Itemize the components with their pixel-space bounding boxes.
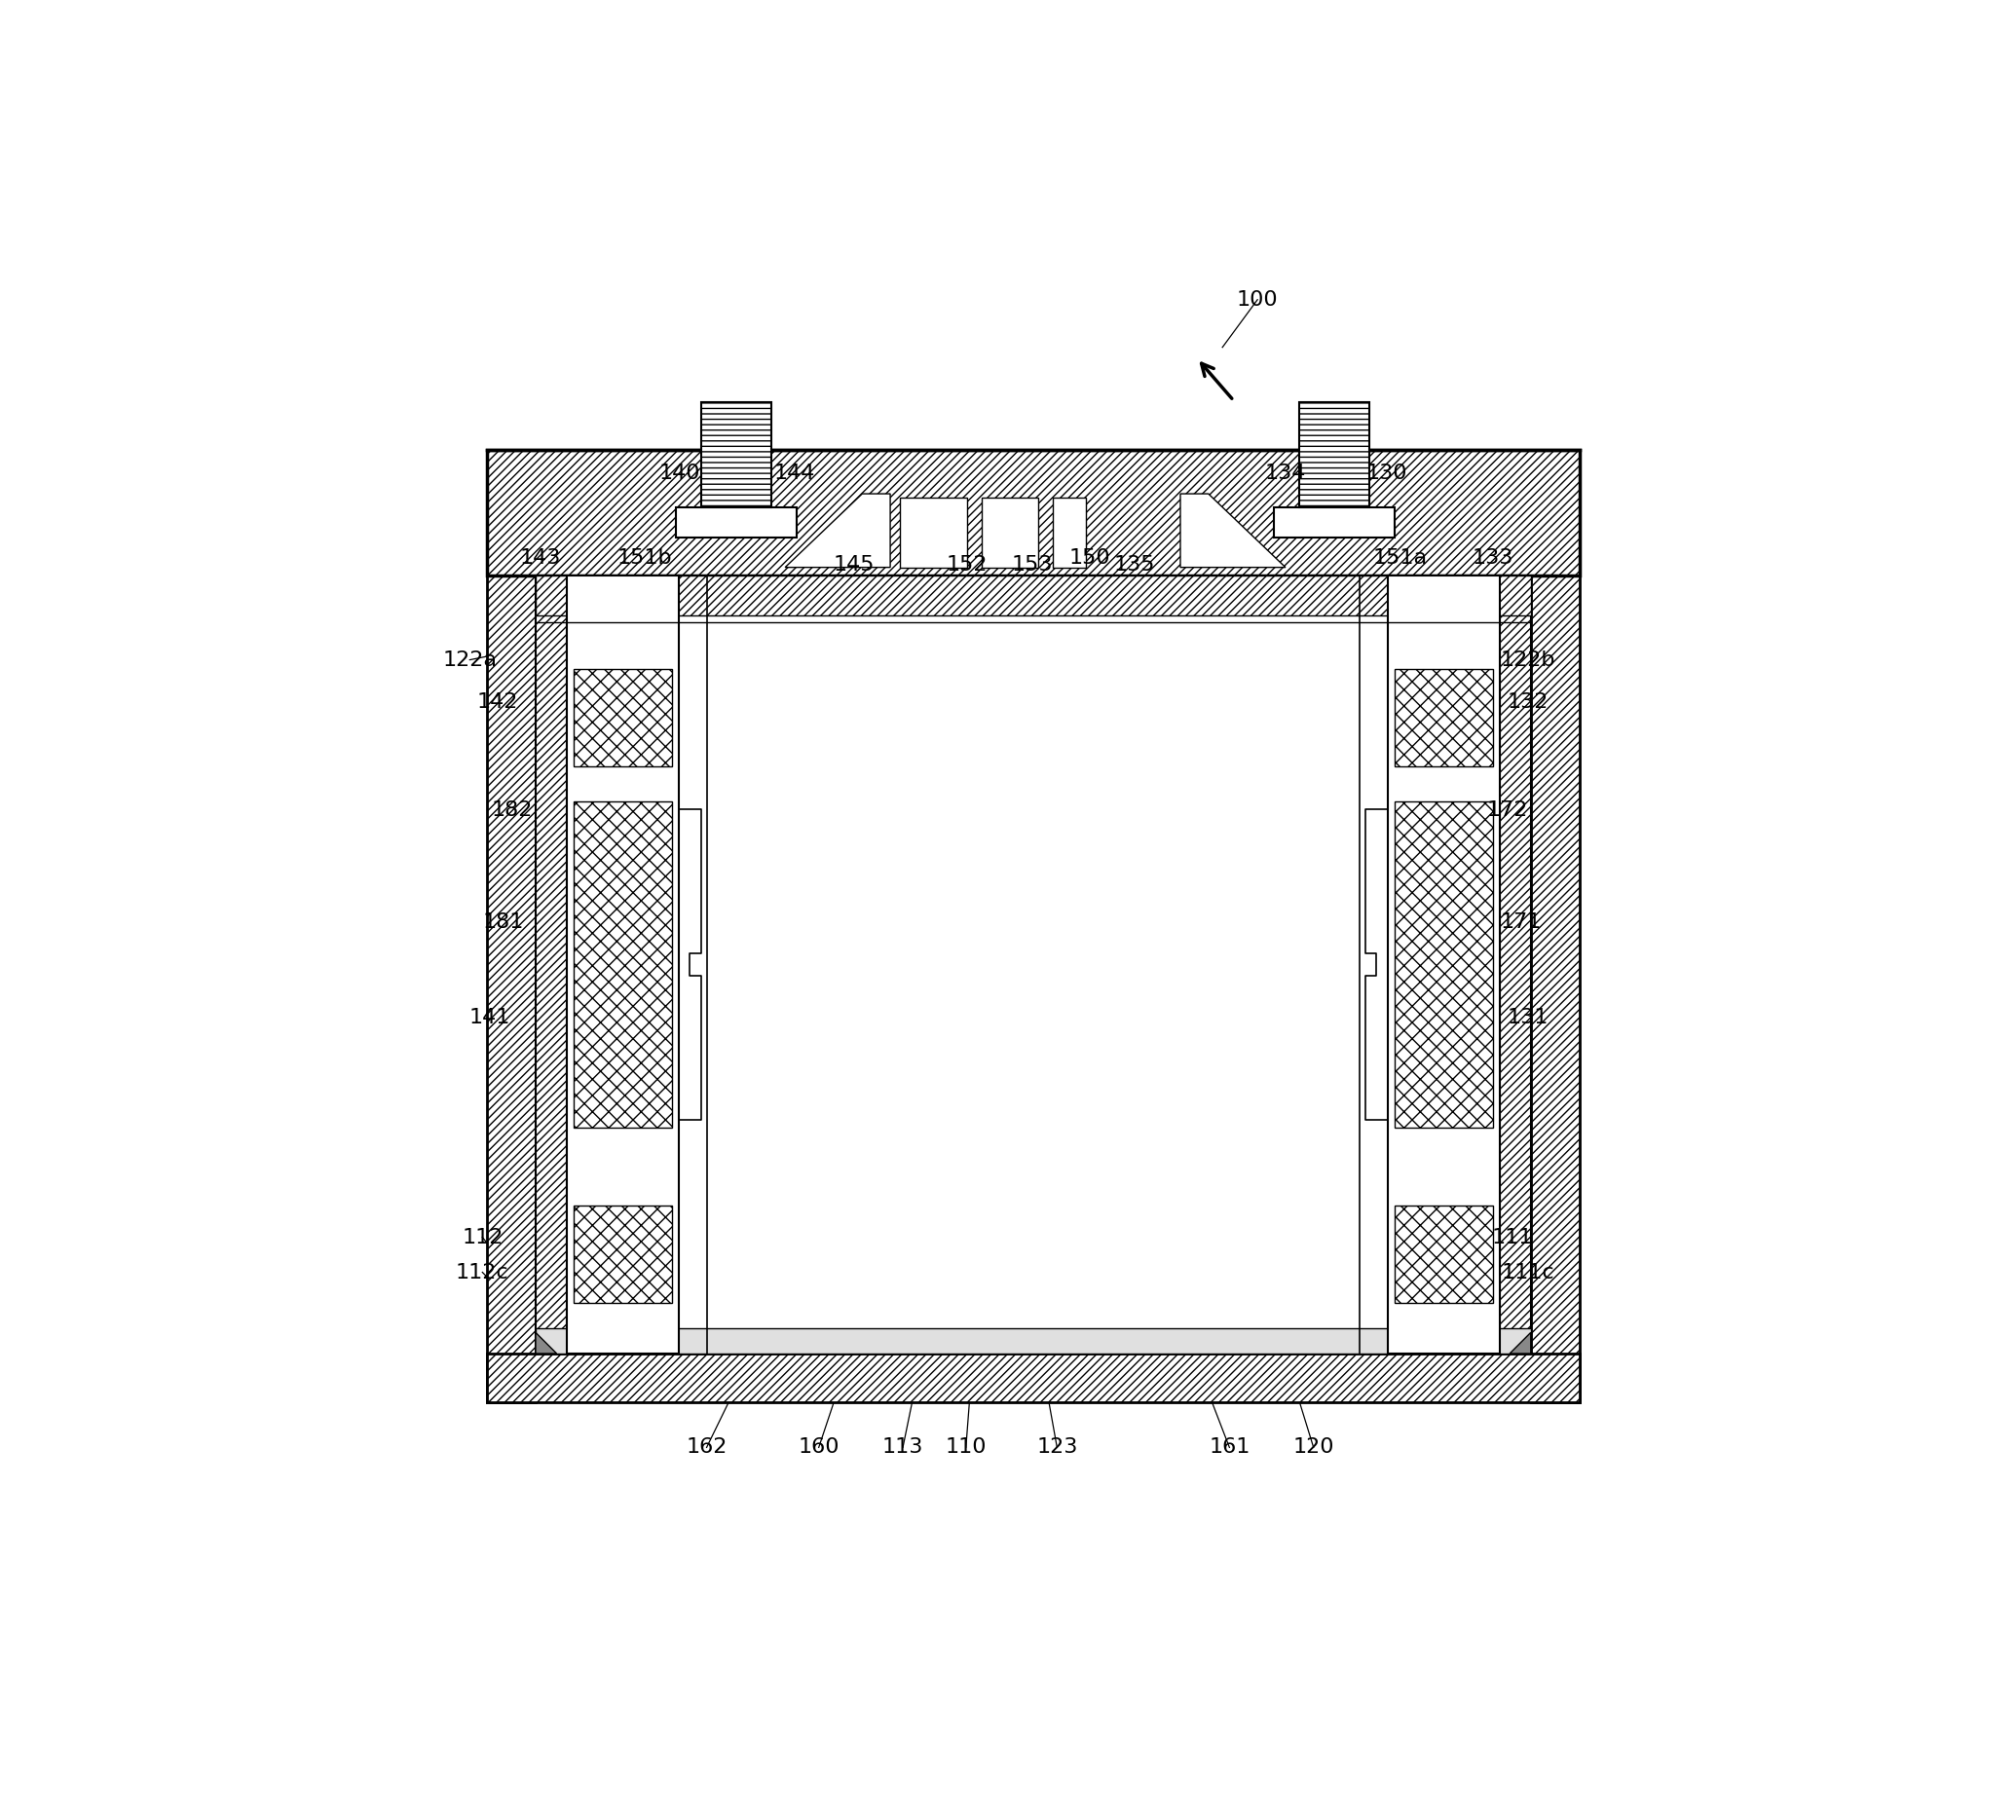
- Text: 181: 181: [482, 912, 524, 932]
- Text: 144: 144: [774, 464, 816, 482]
- Bar: [573, 801, 671, 1128]
- Text: 134: 134: [1264, 464, 1306, 482]
- Polygon shape: [1510, 1332, 1530, 1354]
- Bar: [1395, 1207, 1494, 1303]
- Bar: [566, 575, 679, 1354]
- Text: 110: 110: [946, 1438, 986, 1458]
- Bar: [1530, 526, 1581, 1403]
- Text: 152: 152: [948, 555, 988, 575]
- Text: 142: 142: [478, 692, 518, 712]
- Bar: [573, 670, 671, 766]
- Polygon shape: [1179, 493, 1286, 568]
- Text: 151b: 151b: [617, 548, 673, 568]
- Bar: [982, 499, 1038, 568]
- Text: 131: 131: [1508, 1008, 1548, 1026]
- Bar: [1500, 575, 1530, 1354]
- Text: 162: 162: [685, 1438, 728, 1458]
- Bar: [573, 1207, 671, 1303]
- Bar: [675, 508, 796, 539]
- Text: 161: 161: [1210, 1438, 1250, 1458]
- Text: 182: 182: [492, 801, 532, 819]
- Text: 132: 132: [1508, 692, 1548, 712]
- Bar: [1387, 575, 1500, 1354]
- Bar: [536, 1329, 1530, 1354]
- Bar: [1395, 670, 1494, 766]
- Text: 120: 120: [1292, 1438, 1335, 1458]
- Bar: [1300, 402, 1369, 508]
- Text: 122b: 122b: [1500, 650, 1556, 670]
- Text: 133: 133: [1472, 548, 1514, 568]
- Text: 112: 112: [462, 1227, 504, 1247]
- Text: 172: 172: [1486, 801, 1528, 819]
- Text: 153: 153: [1012, 555, 1052, 575]
- Text: 145: 145: [833, 555, 875, 575]
- Bar: [486, 450, 1581, 575]
- Bar: [702, 402, 770, 508]
- Bar: [1052, 499, 1087, 568]
- Text: 171: 171: [1500, 912, 1542, 932]
- Text: 113: 113: [883, 1438, 923, 1458]
- Bar: [486, 1354, 1581, 1403]
- Text: 141: 141: [470, 1008, 510, 1026]
- Text: 122a: 122a: [442, 650, 498, 670]
- Text: 130: 130: [1365, 464, 1407, 482]
- Bar: [1395, 801, 1494, 1128]
- Bar: [1274, 508, 1395, 539]
- Polygon shape: [784, 493, 891, 568]
- Bar: [899, 499, 968, 568]
- Text: 143: 143: [520, 548, 560, 568]
- Text: 135: 135: [1113, 555, 1155, 575]
- Text: 111c: 111c: [1502, 1263, 1554, 1281]
- Text: 150: 150: [1068, 548, 1111, 568]
- Bar: [486, 526, 536, 1403]
- Bar: [536, 575, 1530, 615]
- Text: 112c: 112c: [456, 1263, 508, 1281]
- Text: 140: 140: [659, 464, 702, 482]
- Bar: [536, 575, 1530, 1354]
- Polygon shape: [536, 1332, 556, 1354]
- Text: 160: 160: [798, 1438, 839, 1458]
- Text: 151a: 151a: [1373, 548, 1427, 568]
- Text: 123: 123: [1036, 1438, 1079, 1458]
- Text: 111: 111: [1492, 1227, 1534, 1247]
- Bar: [536, 575, 566, 1354]
- Text: 100: 100: [1236, 289, 1278, 309]
